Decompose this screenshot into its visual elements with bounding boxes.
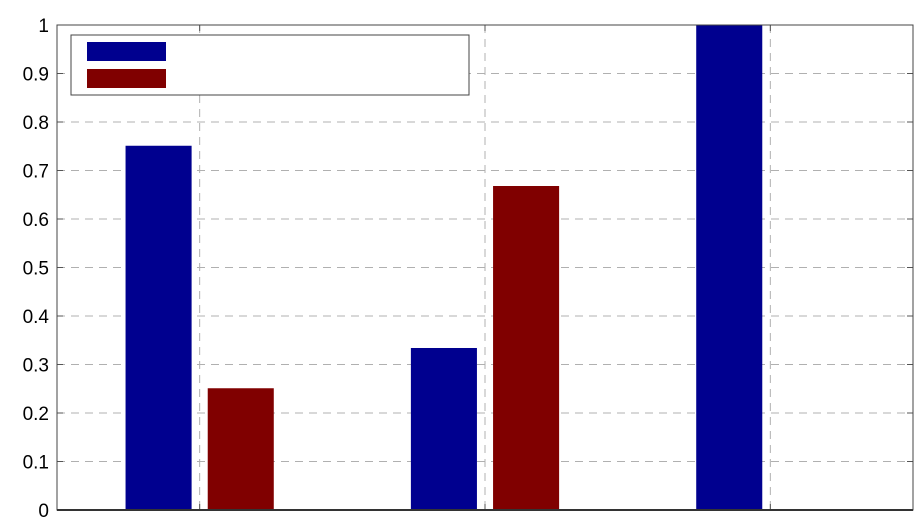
legend-swatch-1 [87,42,166,61]
y-tick-label: 0.3 [23,356,49,377]
bar-series1-cat2 [410,347,477,511]
bar-series2-cat2 [493,186,560,511]
y-tick-label: 0.7 [23,162,49,183]
y-tick-label: 0.1 [23,453,49,474]
y-tick-label: 1 [38,16,49,37]
bar-series1-cat3 [696,24,763,511]
y-tick-label: 0.2 [23,404,49,425]
y-tick-label: 0.6 [23,210,49,231]
y-tick-label: 0.8 [23,113,49,134]
y-tick-label: 0.9 [23,65,49,86]
bar-series2-cat1 [207,388,274,511]
y-tick-label: 0 [38,501,49,522]
y-tick-label: 0.5 [23,259,49,280]
y-tick-label: 0.4 [23,307,50,328]
legend-swatch-2 [87,69,166,88]
bar-series1-cat1 [125,145,192,511]
